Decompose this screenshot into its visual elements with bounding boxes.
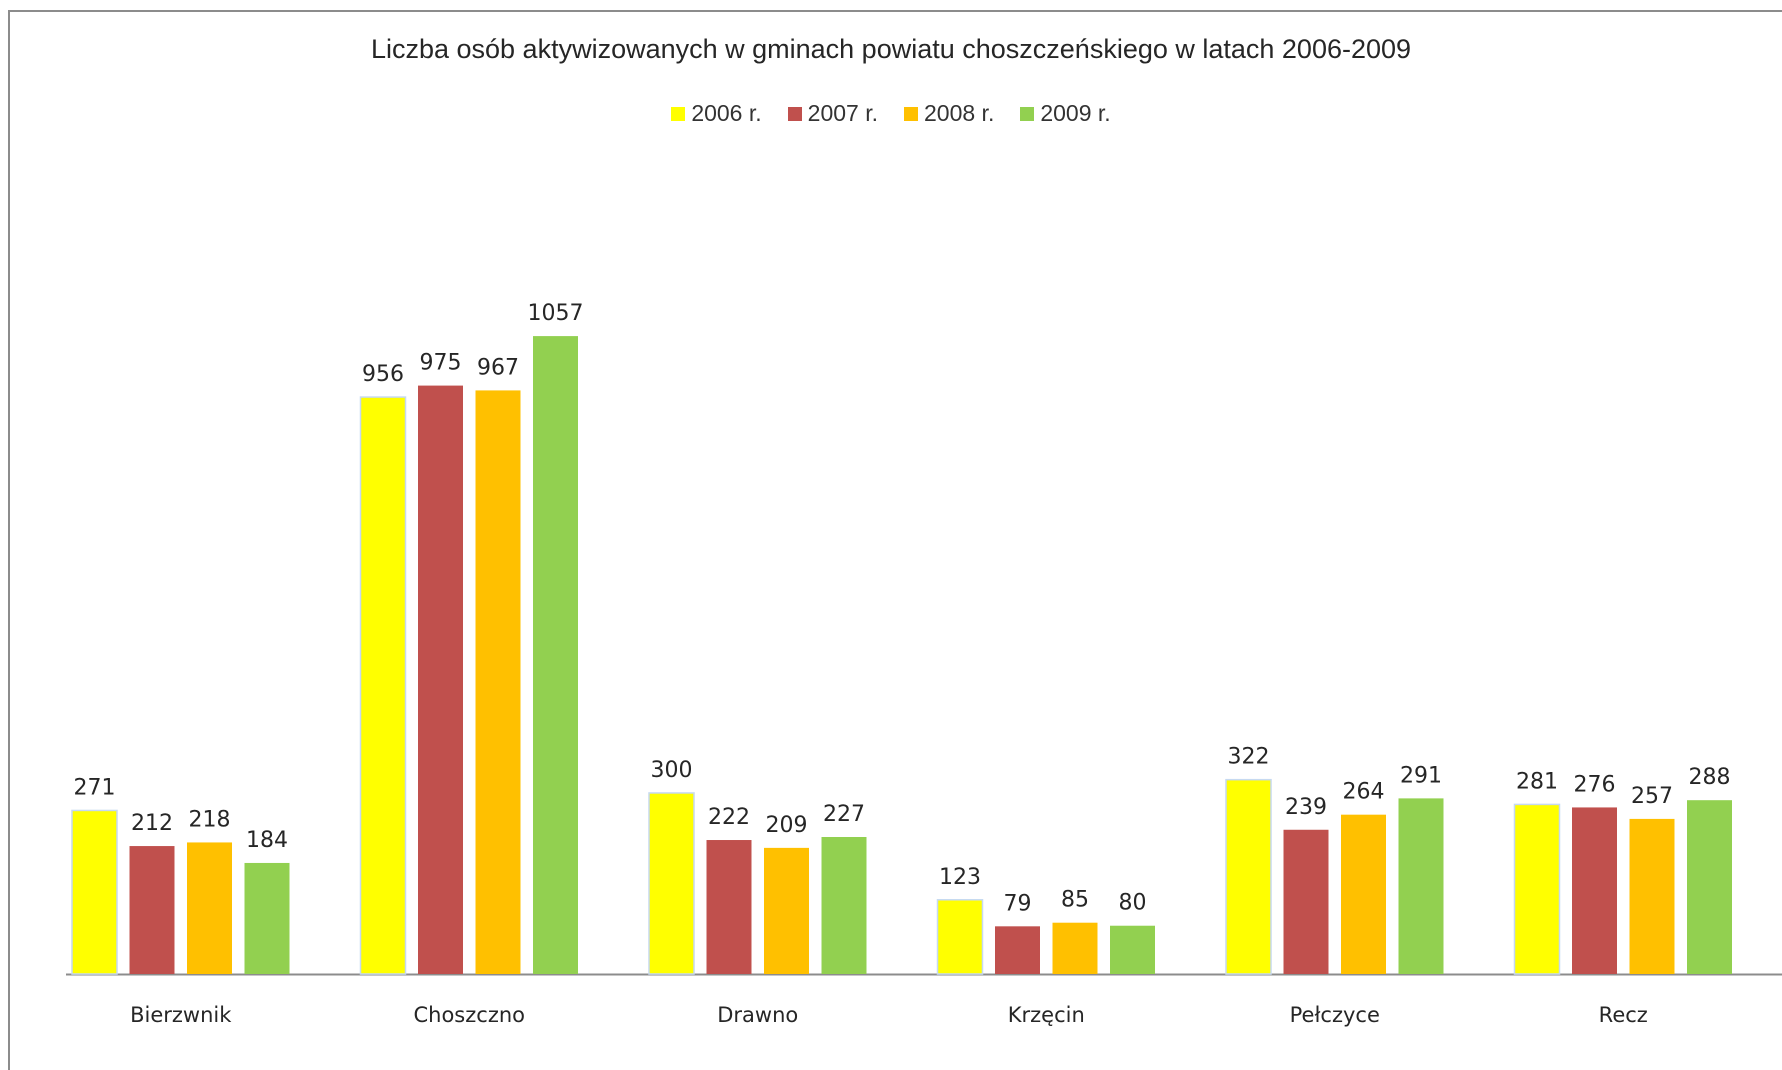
category-label-krzęcin: Krzęcin [1008,1003,1085,1027]
legend-swatch-2008 [904,106,918,121]
data-label-choszczno-2006: 956 [362,362,404,387]
data-label-choszczno-2007: 975 [420,351,462,376]
bar-choszczno-2007 [418,385,463,974]
bar-krzęcin-2007 [995,926,1040,974]
data-label-pełczyce-2008: 264 [1343,780,1385,805]
bar-choszczno-2009 [533,336,578,975]
data-label-bierzwnik-2009: 184 [246,828,288,853]
legend-item-2009: 2009 r. [1020,100,1111,127]
bar-pełczyce-2009 [1398,798,1444,974]
legend-label-2009: 2009 r. [1040,100,1111,126]
category-label-pełczyce: Pełczyce [1290,1003,1380,1027]
category-label-drawno: Drawno [717,1003,798,1027]
data-label-choszczno-2009: 1057 [528,301,584,326]
legend-label-2007: 2007 r. [807,100,878,126]
bar-choszczno-2006 [359,396,407,975]
legend-swatch-2009 [1020,106,1035,121]
legend-label-2008: 2008 r. [924,100,995,126]
data-label-krzęcin-2006: 123 [939,865,981,890]
data-label-pełczyce-2007: 239 [1285,795,1327,820]
bar-choszczno-2008 [475,390,521,974]
bar-drawno-2007 [706,840,752,974]
chart-legend: 2006 r. 2007 r. 2008 r. 2009 r. [0,100,1782,127]
data-label-recz-2008: 257 [1631,784,1673,809]
bar-krzęcin-2009 [1110,925,1155,974]
bar-pełczyce-2008 [1341,814,1386,974]
data-label-bierzwnik-2006: 271 [74,775,116,800]
bar-bierzwnik-2006 [71,809,118,975]
category-label-choszczno: Choszczno [413,1003,525,1027]
legend-swatch-2006 [671,106,686,121]
legend-label-2006: 2006 r. [691,100,762,126]
category-label-recz: Recz [1599,1003,1648,1027]
bar-recz-2006 [1513,803,1561,975]
legend-item-2007: 2007 r. [787,100,878,127]
legend-item-2006: 2006 r. [671,100,762,127]
data-label-krzęcin-2009: 80 [1119,891,1147,916]
data-label-krzęcin-2008: 85 [1061,888,1089,913]
data-label-recz-2006: 281 [1516,769,1558,794]
bar-bierzwnik-2008 [187,842,232,974]
bar-bierzwnik-2007 [129,846,175,974]
data-label-drawno-2006: 300 [651,758,693,783]
bar-krzęcin-2006 [936,899,984,975]
bar-recz-2008 [1629,818,1675,974]
legend-item-2008: 2008 r. [904,100,994,127]
data-label-pełczyce-2006: 322 [1228,745,1270,770]
bar-pełczyce-2007 [1283,829,1329,974]
data-label-pełczyce-2009: 291 [1400,763,1442,788]
data-label-recz-2007: 276 [1574,772,1616,797]
bar-drawno-2008 [764,847,809,974]
bar-drawno-2006 [648,792,695,975]
bar-recz-2007 [1572,807,1617,974]
data-label-recz-2009: 288 [1689,765,1731,790]
data-label-drawno-2009: 227 [823,802,865,827]
bar-pełczyce-2006 [1225,778,1272,975]
bar-recz-2009 [1687,800,1732,974]
chart-frame [8,10,1782,1070]
data-label-bierzwnik-2008: 218 [189,807,231,832]
category-label-bierzwnik: Bierzwnik [130,1003,232,1027]
data-label-choszczno-2008: 967 [477,355,519,380]
bar-drawno-2009 [821,837,867,974]
data-label-krzęcin-2007: 79 [1004,891,1032,916]
chart-title: Liczba osób aktywizowanych w gminach pow… [370,34,1412,64]
bar-krzęcin-2008 [1052,922,1098,974]
data-label-drawno-2008: 209 [766,813,808,838]
legend-swatch-2007 [787,106,802,121]
data-label-drawno-2007: 222 [708,805,750,830]
data-label-bierzwnik-2007: 212 [131,811,173,836]
bar-bierzwnik-2009 [244,862,290,974]
